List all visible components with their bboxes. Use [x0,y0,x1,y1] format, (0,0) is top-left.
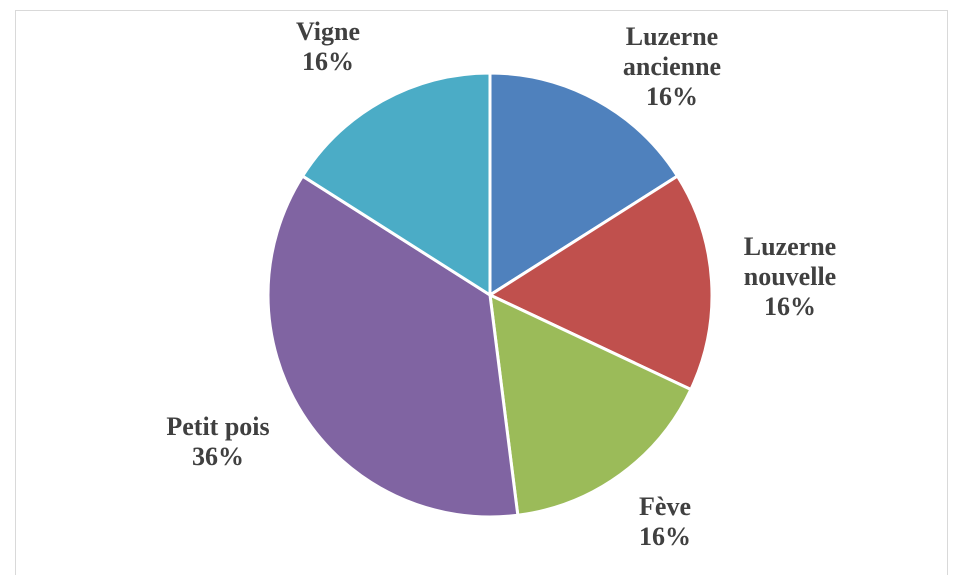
slice-value-label: 36% [192,442,244,471]
pie-slice [486,173,714,392]
slice-label: Vigne [296,17,360,46]
slice-label: Fève [639,492,691,521]
chart-frame [15,10,948,575]
slice-label: Petit pois [166,412,269,441]
slice-label: Luzerne nouvelle [744,232,836,291]
slice-label: Luzerne ancienne [623,22,721,81]
pie-slice [488,71,680,298]
pie-slice [488,292,693,517]
slice-value-label: 16% [639,522,691,551]
slice-value-label: 16% [764,292,816,321]
slice-value-label: 16% [302,47,354,76]
slice-value-label: 16% [646,82,698,111]
pie-slice [300,71,492,298]
pie-slice [266,173,520,519]
